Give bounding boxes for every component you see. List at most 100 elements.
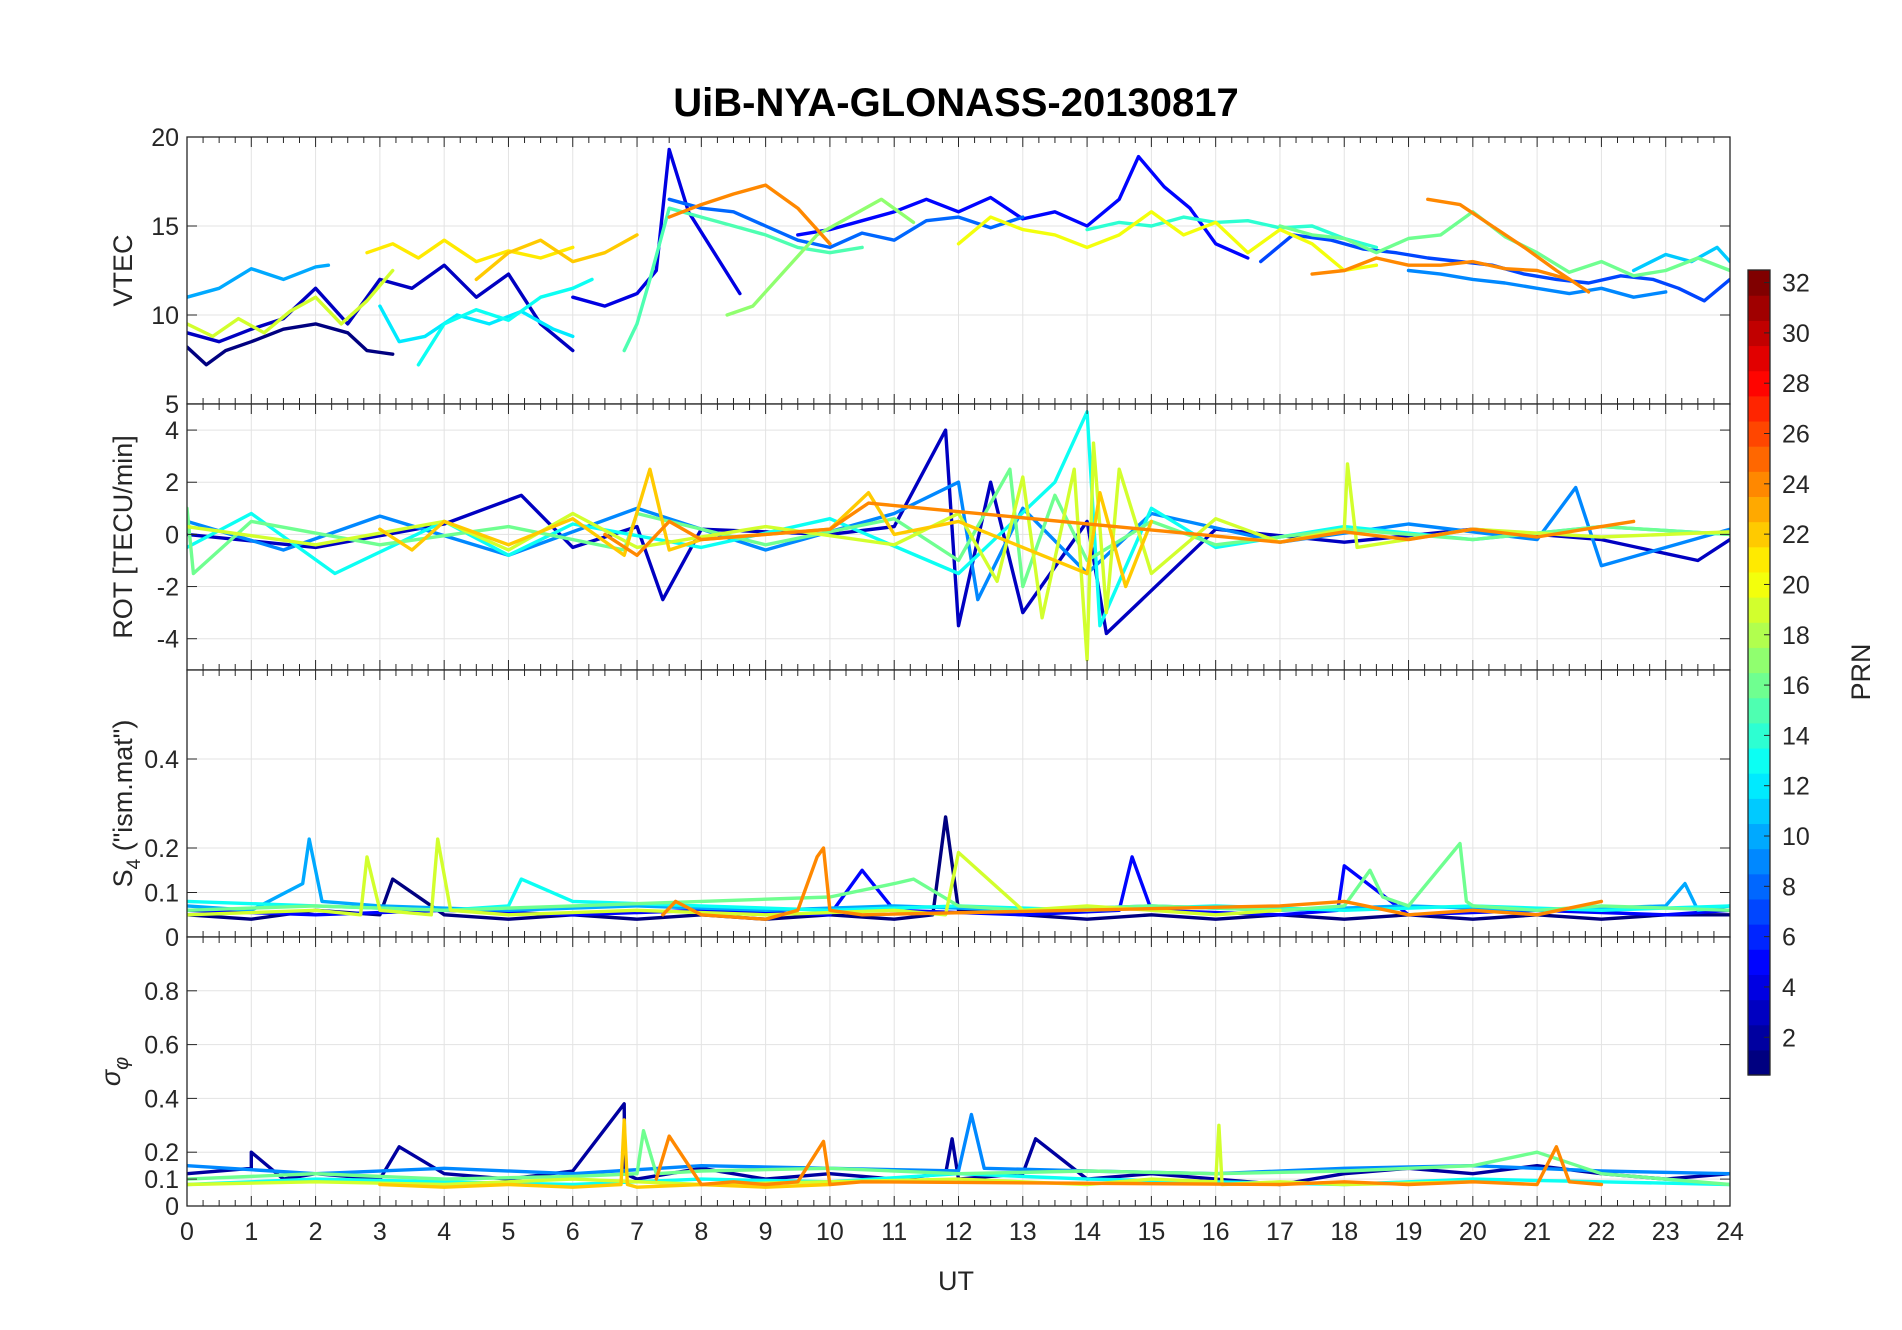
x-axis-label: UT <box>938 1266 974 1296</box>
y-tick-label: 0 <box>165 1193 179 1221</box>
series-line-prn-19 <box>187 441 1730 662</box>
series-line-prn-1 <box>187 322 395 367</box>
y-tick-label: -2 <box>157 574 179 602</box>
x-tick-label: 19 <box>1395 1218 1423 1246</box>
y-label-subscript: 4 <box>124 858 145 869</box>
series-group <box>187 1102 1730 1189</box>
x-tick-label: 0 <box>180 1218 194 1246</box>
colorbar-swatch <box>1748 571 1770 598</box>
series-line-prn-24 <box>667 183 832 246</box>
colorbar-swatch <box>1748 999 1770 1026</box>
y-tick-label: 0 <box>165 521 179 549</box>
y-axis-label: S4 ("ism.mat") <box>108 720 145 888</box>
series-line-prn-4 <box>571 147 742 308</box>
y-tick-label: 0.1 <box>144 880 179 908</box>
colorbar-swatch <box>1748 270 1770 296</box>
colorbar-swatch <box>1748 320 1770 347</box>
x-tick-label: 4 <box>437 1218 451 1246</box>
series-line-prn-24 <box>1426 197 1591 294</box>
series-line-prn-13 <box>187 410 1730 628</box>
x-tick-label: 21 <box>1523 1218 1551 1246</box>
y-tick-label: 0.4 <box>144 746 179 774</box>
series-line-prn-13 <box>416 277 594 367</box>
colorbar-tick-label: 32 <box>1782 270 1810 298</box>
colorbar-label: PRN <box>1846 643 1876 700</box>
series-line-prn-24 <box>1310 256 1572 282</box>
series-line-prn-12 <box>378 304 575 344</box>
series-line-prn-19 <box>187 268 395 339</box>
y-tick-label: 15 <box>151 213 179 241</box>
colorbar-tick-label: 28 <box>1782 370 1810 398</box>
colorbar-swatch <box>1748 1024 1770 1051</box>
y-label-part: ("ism.mat") <box>108 720 138 859</box>
x-tick-label: 16 <box>1202 1218 1230 1246</box>
series-group <box>187 815 1730 921</box>
x-tick-label: 13 <box>1009 1218 1037 1246</box>
colorbar-tick-label: 6 <box>1782 924 1796 952</box>
x-tick-label: 24 <box>1716 1218 1744 1246</box>
y-tick-label: 0.2 <box>144 835 179 863</box>
colorbar-tick-label: 24 <box>1782 471 1810 499</box>
series-line-prn-9 <box>1406 268 1668 299</box>
colorbar-swatch <box>1748 546 1770 573</box>
colorbar-swatch <box>1748 622 1770 648</box>
y-tick-label: 0.1 <box>144 1166 179 1194</box>
series-group <box>187 410 1730 662</box>
colorbar-swatch <box>1748 420 1770 447</box>
x-tick-label: 10 <box>816 1218 844 1246</box>
series-line-prn-16 <box>187 1128 1730 1187</box>
colorbar-swatch <box>1748 873 1770 900</box>
series-line-prn-1 <box>187 815 1730 921</box>
y-axis-label: ROT [TECU/min] <box>108 435 138 639</box>
colorbar-tick-label: 14 <box>1782 722 1810 750</box>
y-tick-label: -4 <box>157 626 179 654</box>
x-tick-label: 11 <box>881 1218 907 1246</box>
colorbar-tick-label: 16 <box>1782 672 1810 700</box>
x-tick-label: 1 <box>244 1218 258 1246</box>
colorbar-swatch <box>1748 974 1770 1001</box>
colorbar-swatch <box>1748 647 1770 674</box>
series-line-prn-3 <box>187 263 575 353</box>
colorbar-tick-label: 22 <box>1782 521 1810 549</box>
x-tick-label: 15 <box>1137 1218 1165 1246</box>
y-tick-label: 0.8 <box>144 978 179 1006</box>
y-tick-label: 0.4 <box>144 1085 179 1113</box>
series-line-prn-24 <box>654 1134 1604 1187</box>
colorbar-swatch <box>1748 898 1770 925</box>
colorbar-swatch <box>1748 722 1770 749</box>
y-label-part: S <box>108 869 138 887</box>
colorbar-tick-label: 18 <box>1782 622 1810 650</box>
series-line-prn-21 <box>365 238 575 264</box>
x-tick-label: 8 <box>694 1218 708 1246</box>
x-tick-label: 12 <box>945 1218 973 1246</box>
colorbar-tick-label: 2 <box>1782 1024 1796 1052</box>
colorbar-swatch <box>1748 521 1770 548</box>
x-tick-label: 2 <box>309 1218 323 1246</box>
colorbar-swatch <box>1748 672 1770 699</box>
colorbar-swatch <box>1748 798 1770 825</box>
colorbar-swatch <box>1748 773 1770 799</box>
x-tick-label: 9 <box>759 1218 773 1246</box>
colorbar-swatch <box>1748 1049 1770 1076</box>
y-tick-label: 5 <box>165 391 179 419</box>
panel-rot: -4 -2 0 2 4 ROT [TECU/min] <box>108 403 1731 671</box>
x-tick-label: 23 <box>1652 1218 1680 1246</box>
colorbar-swatch <box>1748 823 1770 850</box>
y-tick-label: 4 <box>165 417 179 445</box>
panel-s4: 00.10.20.4S4 ("ism.mat") <box>108 669 1731 952</box>
series-line-prn-15 <box>622 206 864 353</box>
x-tick-label: 7 <box>630 1218 644 1246</box>
series-line-prn-10 <box>187 837 1730 912</box>
x-tick-label: 18 <box>1330 1218 1358 1246</box>
colorbar-swatch <box>1748 446 1770 472</box>
series-line-prn-22 <box>474 233 639 282</box>
y-label-part: σ <box>96 1068 126 1086</box>
x-tick-label: 22 <box>1588 1218 1616 1246</box>
colorbar-swatch <box>1748 370 1770 397</box>
x-tick-label: 14 <box>1073 1218 1101 1246</box>
colorbar-swatch <box>1748 496 1770 523</box>
y-label-subscript: φ <box>111 1057 133 1070</box>
